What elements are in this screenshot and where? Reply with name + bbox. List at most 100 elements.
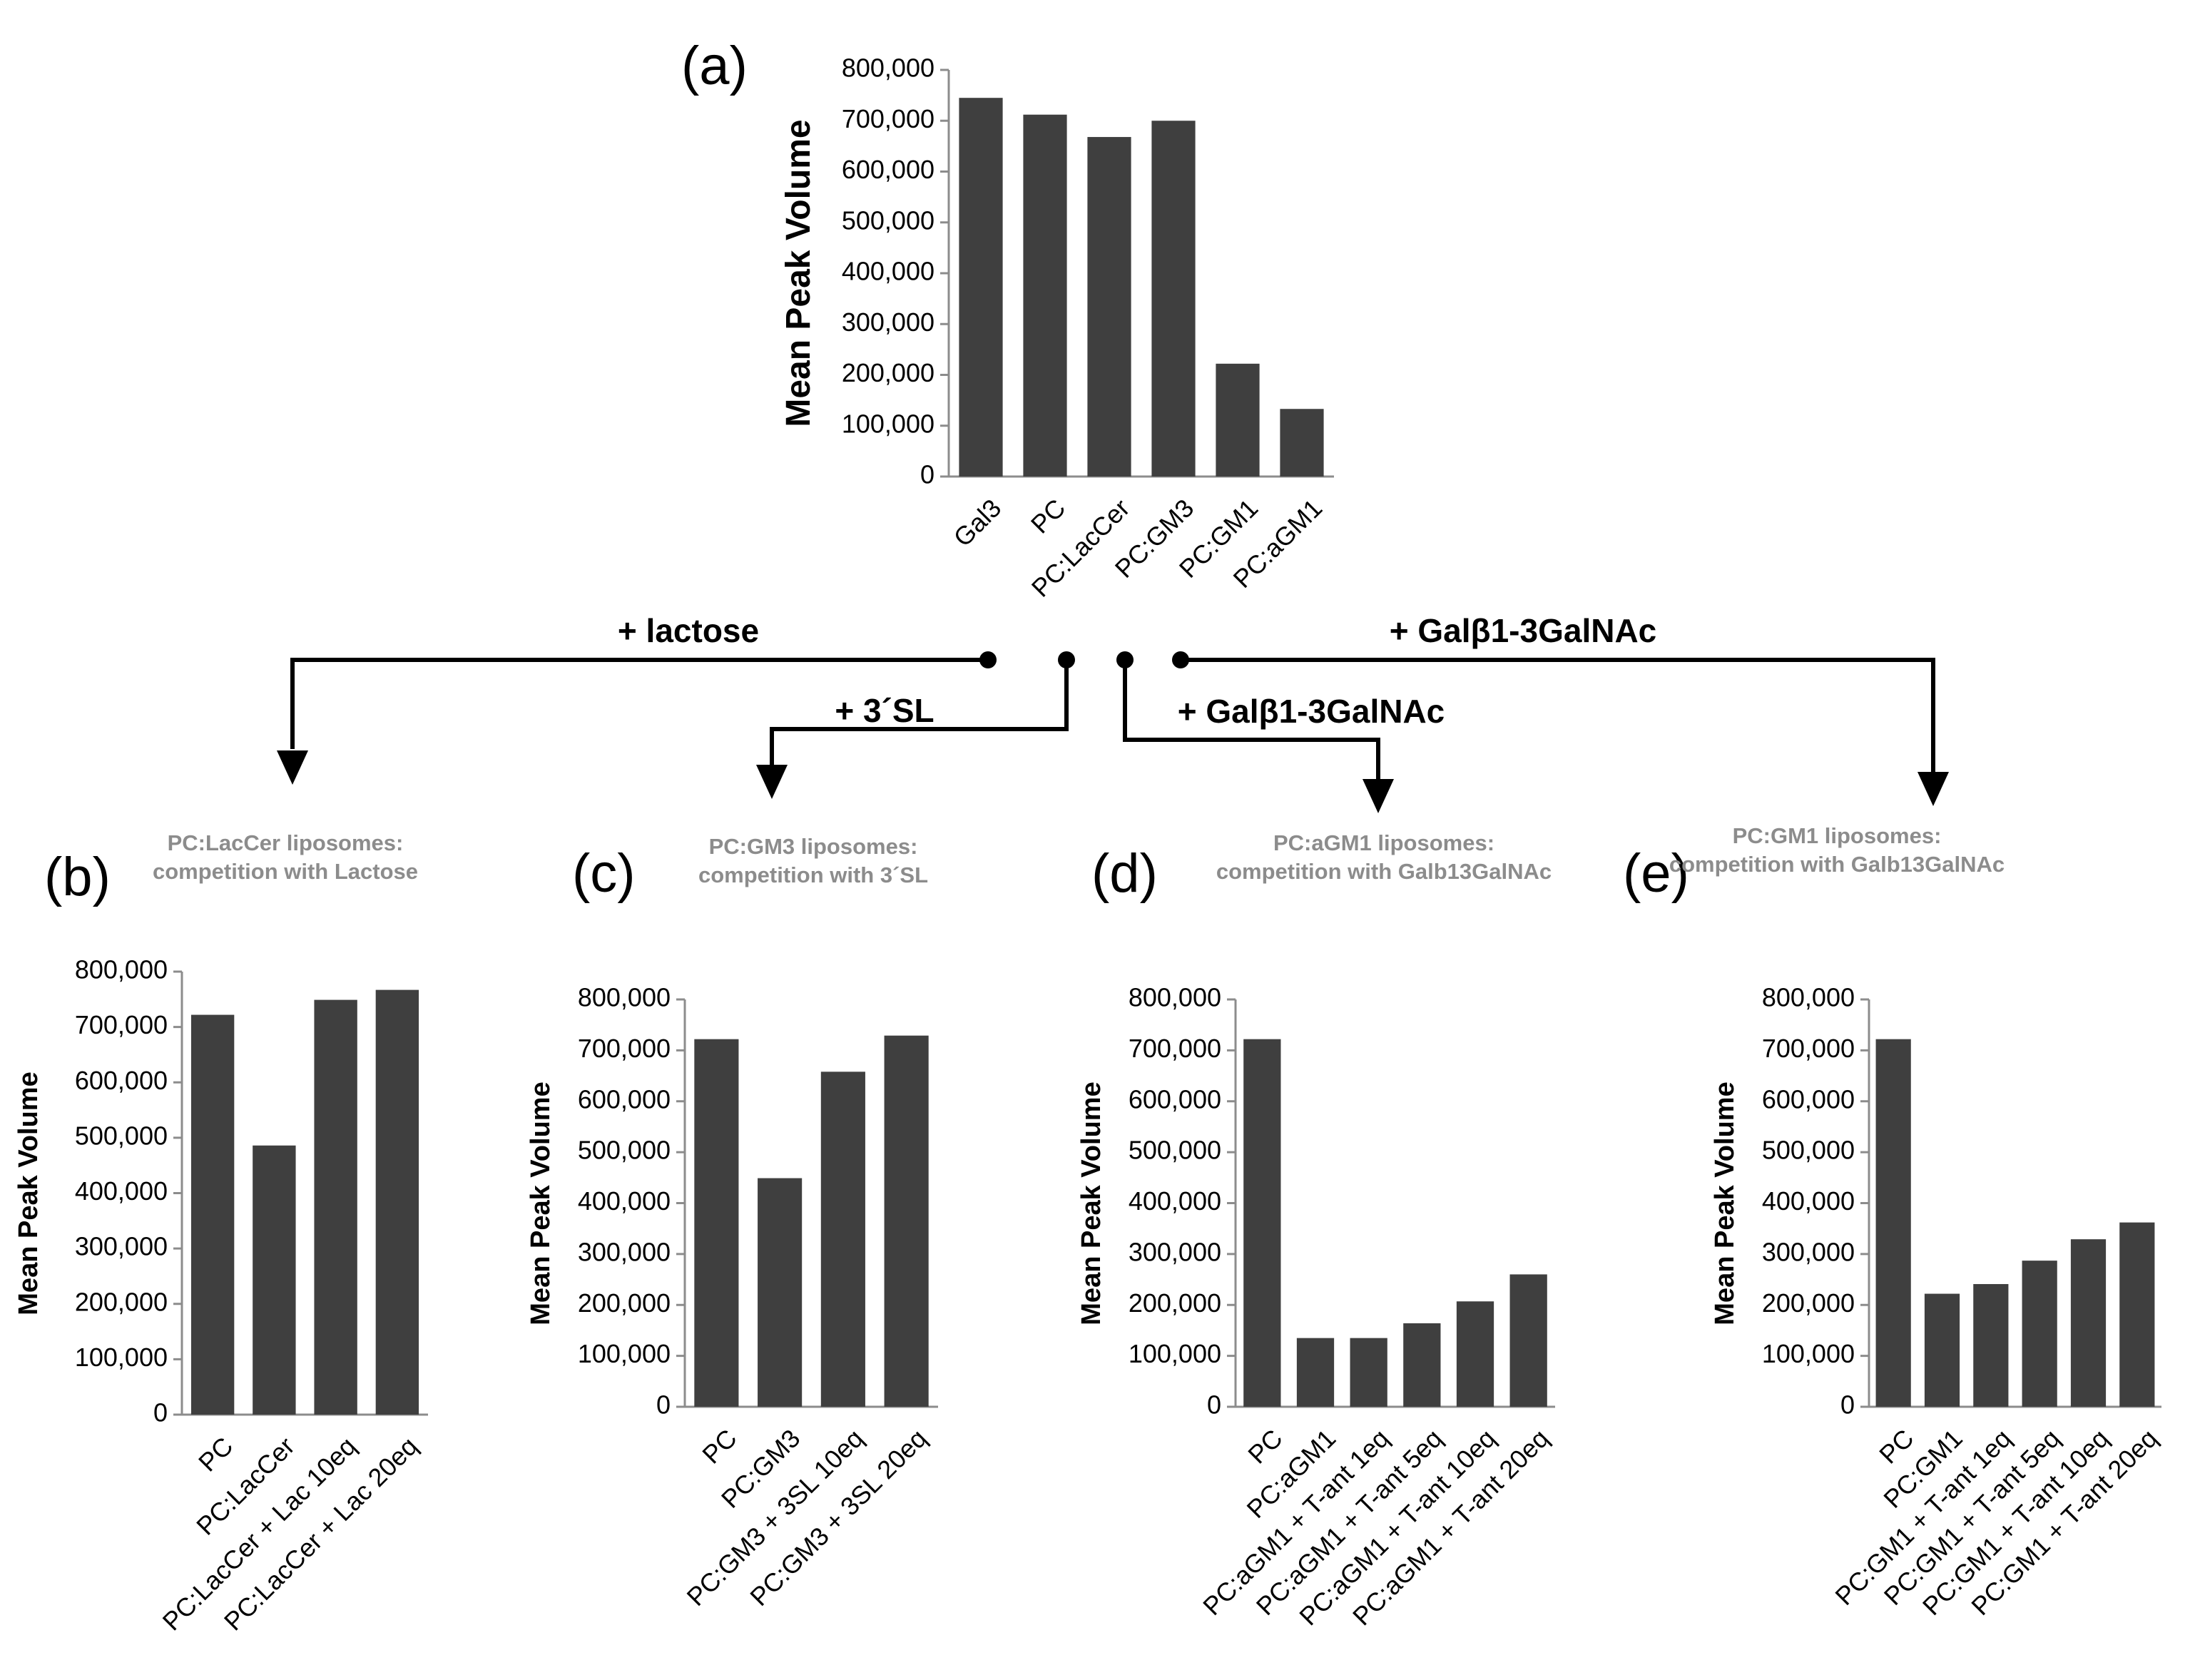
y-tick-label: 300,000 (1762, 1237, 1855, 1266)
y-tick-label: 300,000 (1129, 1237, 1221, 1266)
bar-d-2 (1350, 1338, 1387, 1407)
arrowhead-icon (756, 765, 788, 799)
bar-e-0 (1875, 1039, 1911, 1407)
panel-label-d: (d) (1091, 843, 1158, 904)
y-tick-label: 300,000 (578, 1237, 671, 1266)
y-tick-label: 0 (153, 1398, 168, 1427)
chart-subtitle-line: competition with 3´SL (698, 862, 928, 887)
bar-e-5 (2119, 1222, 2155, 1407)
connector-line (290, 658, 988, 749)
y-tick-label: 700,000 (1129, 1034, 1221, 1063)
y-tick-label: 400,000 (1762, 1186, 1855, 1216)
connector-3sl: + 3´SL (756, 651, 1075, 799)
bar-c-2 (820, 1071, 865, 1407)
y-tick-label: 200,000 (1762, 1288, 1855, 1318)
y-tick-label: 100,000 (1129, 1339, 1221, 1368)
y-tick-label: 100,000 (1762, 1339, 1855, 1368)
y-tick-label: 800,000 (842, 54, 934, 83)
bar-a-4 (1216, 363, 1260, 477)
chart-subtitle-line: PC:GM3 liposomes: (709, 834, 918, 859)
y-tick-label: 400,000 (578, 1186, 671, 1216)
y-tick-label: 800,000 (75, 955, 168, 984)
bar-d-5 (1509, 1274, 1547, 1407)
connector-dot (1116, 651, 1134, 668)
y-tick-label: 700,000 (1762, 1034, 1855, 1063)
bar-a-3 (1151, 121, 1196, 477)
y-tick-label: 200,000 (842, 358, 934, 387)
chart-panel-a: (a) 0 100,000 200,000 300,000 400,000 500,000 6… (681, 36, 1334, 603)
arrowhead-icon (1917, 772, 1949, 806)
chart-subtitle-line: competition with Lactose (153, 859, 418, 884)
y-tick-label: 700,000 (75, 1010, 168, 1039)
bar-c-0 (694, 1039, 739, 1407)
bar-d-1 (1296, 1338, 1335, 1407)
chart-panel-e: (e) PC:GM1 liposomes: competition with Gal… (1623, 823, 2163, 1621)
panel-label-e: (e) (1623, 843, 1689, 904)
y-tick-label: 400,000 (1129, 1186, 1221, 1216)
connector-line (770, 660, 1069, 765)
bar-c-3 (884, 1035, 929, 1407)
y-tick-label: 700,000 (578, 1034, 671, 1063)
y-tick-label: 700,000 (842, 104, 934, 133)
y-tick-label: 0 (920, 460, 934, 489)
y-tick-label: 300,000 (842, 307, 934, 337)
y-tick-label: 600,000 (1129, 1084, 1221, 1114)
connector-galb-d: + Galβ1-3GalNAc (1116, 651, 1445, 813)
y-tick-label: 500,000 (75, 1121, 168, 1150)
y-tick-label: 200,000 (1129, 1288, 1221, 1318)
y-tick-label: 500,000 (1129, 1136, 1221, 1165)
bar-a-5 (1280, 409, 1324, 477)
y-tick-label: 400,000 (842, 257, 934, 286)
chart-panel-c: (c) PC:GM3 liposomes: competition with 3´S… (526, 834, 938, 1612)
bar-b-0 (190, 1014, 235, 1415)
connector-line (1123, 660, 1380, 779)
y-tick-label: 0 (1207, 1390, 1221, 1420)
y-axis-title: Mean Peak Volume (1076, 1081, 1106, 1325)
y-tick-label: 600,000 (1762, 1084, 1855, 1114)
bar-a-2 (1087, 137, 1131, 477)
connector-dot (1058, 651, 1075, 668)
y-tick-label: 800,000 (1129, 983, 1221, 1012)
panel-label-c: (c) (572, 843, 636, 904)
x-category-label: PC (193, 1431, 238, 1477)
bar-d-0 (1243, 1039, 1281, 1407)
bar-e-2 (1973, 1283, 2009, 1407)
y-tick-label: 0 (656, 1390, 671, 1420)
chart-subtitle-line: PC:GM1 liposomes: (1733, 823, 1942, 848)
connector-lactose: + lactose (277, 612, 997, 785)
y-tick-label: 200,000 (75, 1287, 168, 1316)
x-category-label: PC (1025, 493, 1071, 539)
y-tick-label: 800,000 (578, 983, 671, 1012)
connector-label: + Galβ1-3GalNAc (1178, 693, 1445, 730)
bar-e-4 (2070, 1239, 2107, 1407)
chart-panel-d: (d) PC:aGM1 liposomes: competition with Ga… (1076, 830, 1555, 1631)
connector-label: + Galβ1-3GalNAc (1390, 612, 1657, 649)
chart-subtitle-line: PC:aGM1 liposomes: (1273, 830, 1494, 855)
panel-label-a: (a) (681, 36, 748, 96)
x-category-label: PC (696, 1423, 742, 1469)
connector-line (1181, 658, 1935, 772)
y-tick-label: 600,000 (75, 1066, 168, 1095)
connector-label: + lactose (618, 612, 759, 649)
bar-a-1 (1023, 114, 1067, 477)
bar-b-3 (375, 989, 419, 1415)
arrowhead-icon (1363, 779, 1394, 813)
connector-label: + 3´SL (835, 692, 934, 729)
bar-b-1 (253, 1145, 296, 1415)
x-category-label: Gal3 (948, 493, 1007, 552)
y-tick-label: 500,000 (578, 1136, 671, 1165)
y-tick-label: 100,000 (75, 1343, 168, 1372)
y-tick-label: 400,000 (75, 1176, 168, 1206)
connector-dot (1172, 651, 1189, 668)
bar-a-0 (959, 98, 1003, 477)
arrowhead-icon (277, 750, 308, 785)
y-axis-title: Mean Peak Volume (526, 1081, 556, 1325)
y-axis-title: Mean Peak Volume (14, 1071, 44, 1315)
y-tick-label: 0 (1840, 1390, 1855, 1420)
y-tick-label: 600,000 (578, 1084, 671, 1114)
y-tick-label: 500,000 (1762, 1136, 1855, 1165)
y-tick-label: 800,000 (1762, 983, 1855, 1012)
bar-d-3 (1403, 1323, 1441, 1407)
bar-c-1 (758, 1178, 803, 1407)
